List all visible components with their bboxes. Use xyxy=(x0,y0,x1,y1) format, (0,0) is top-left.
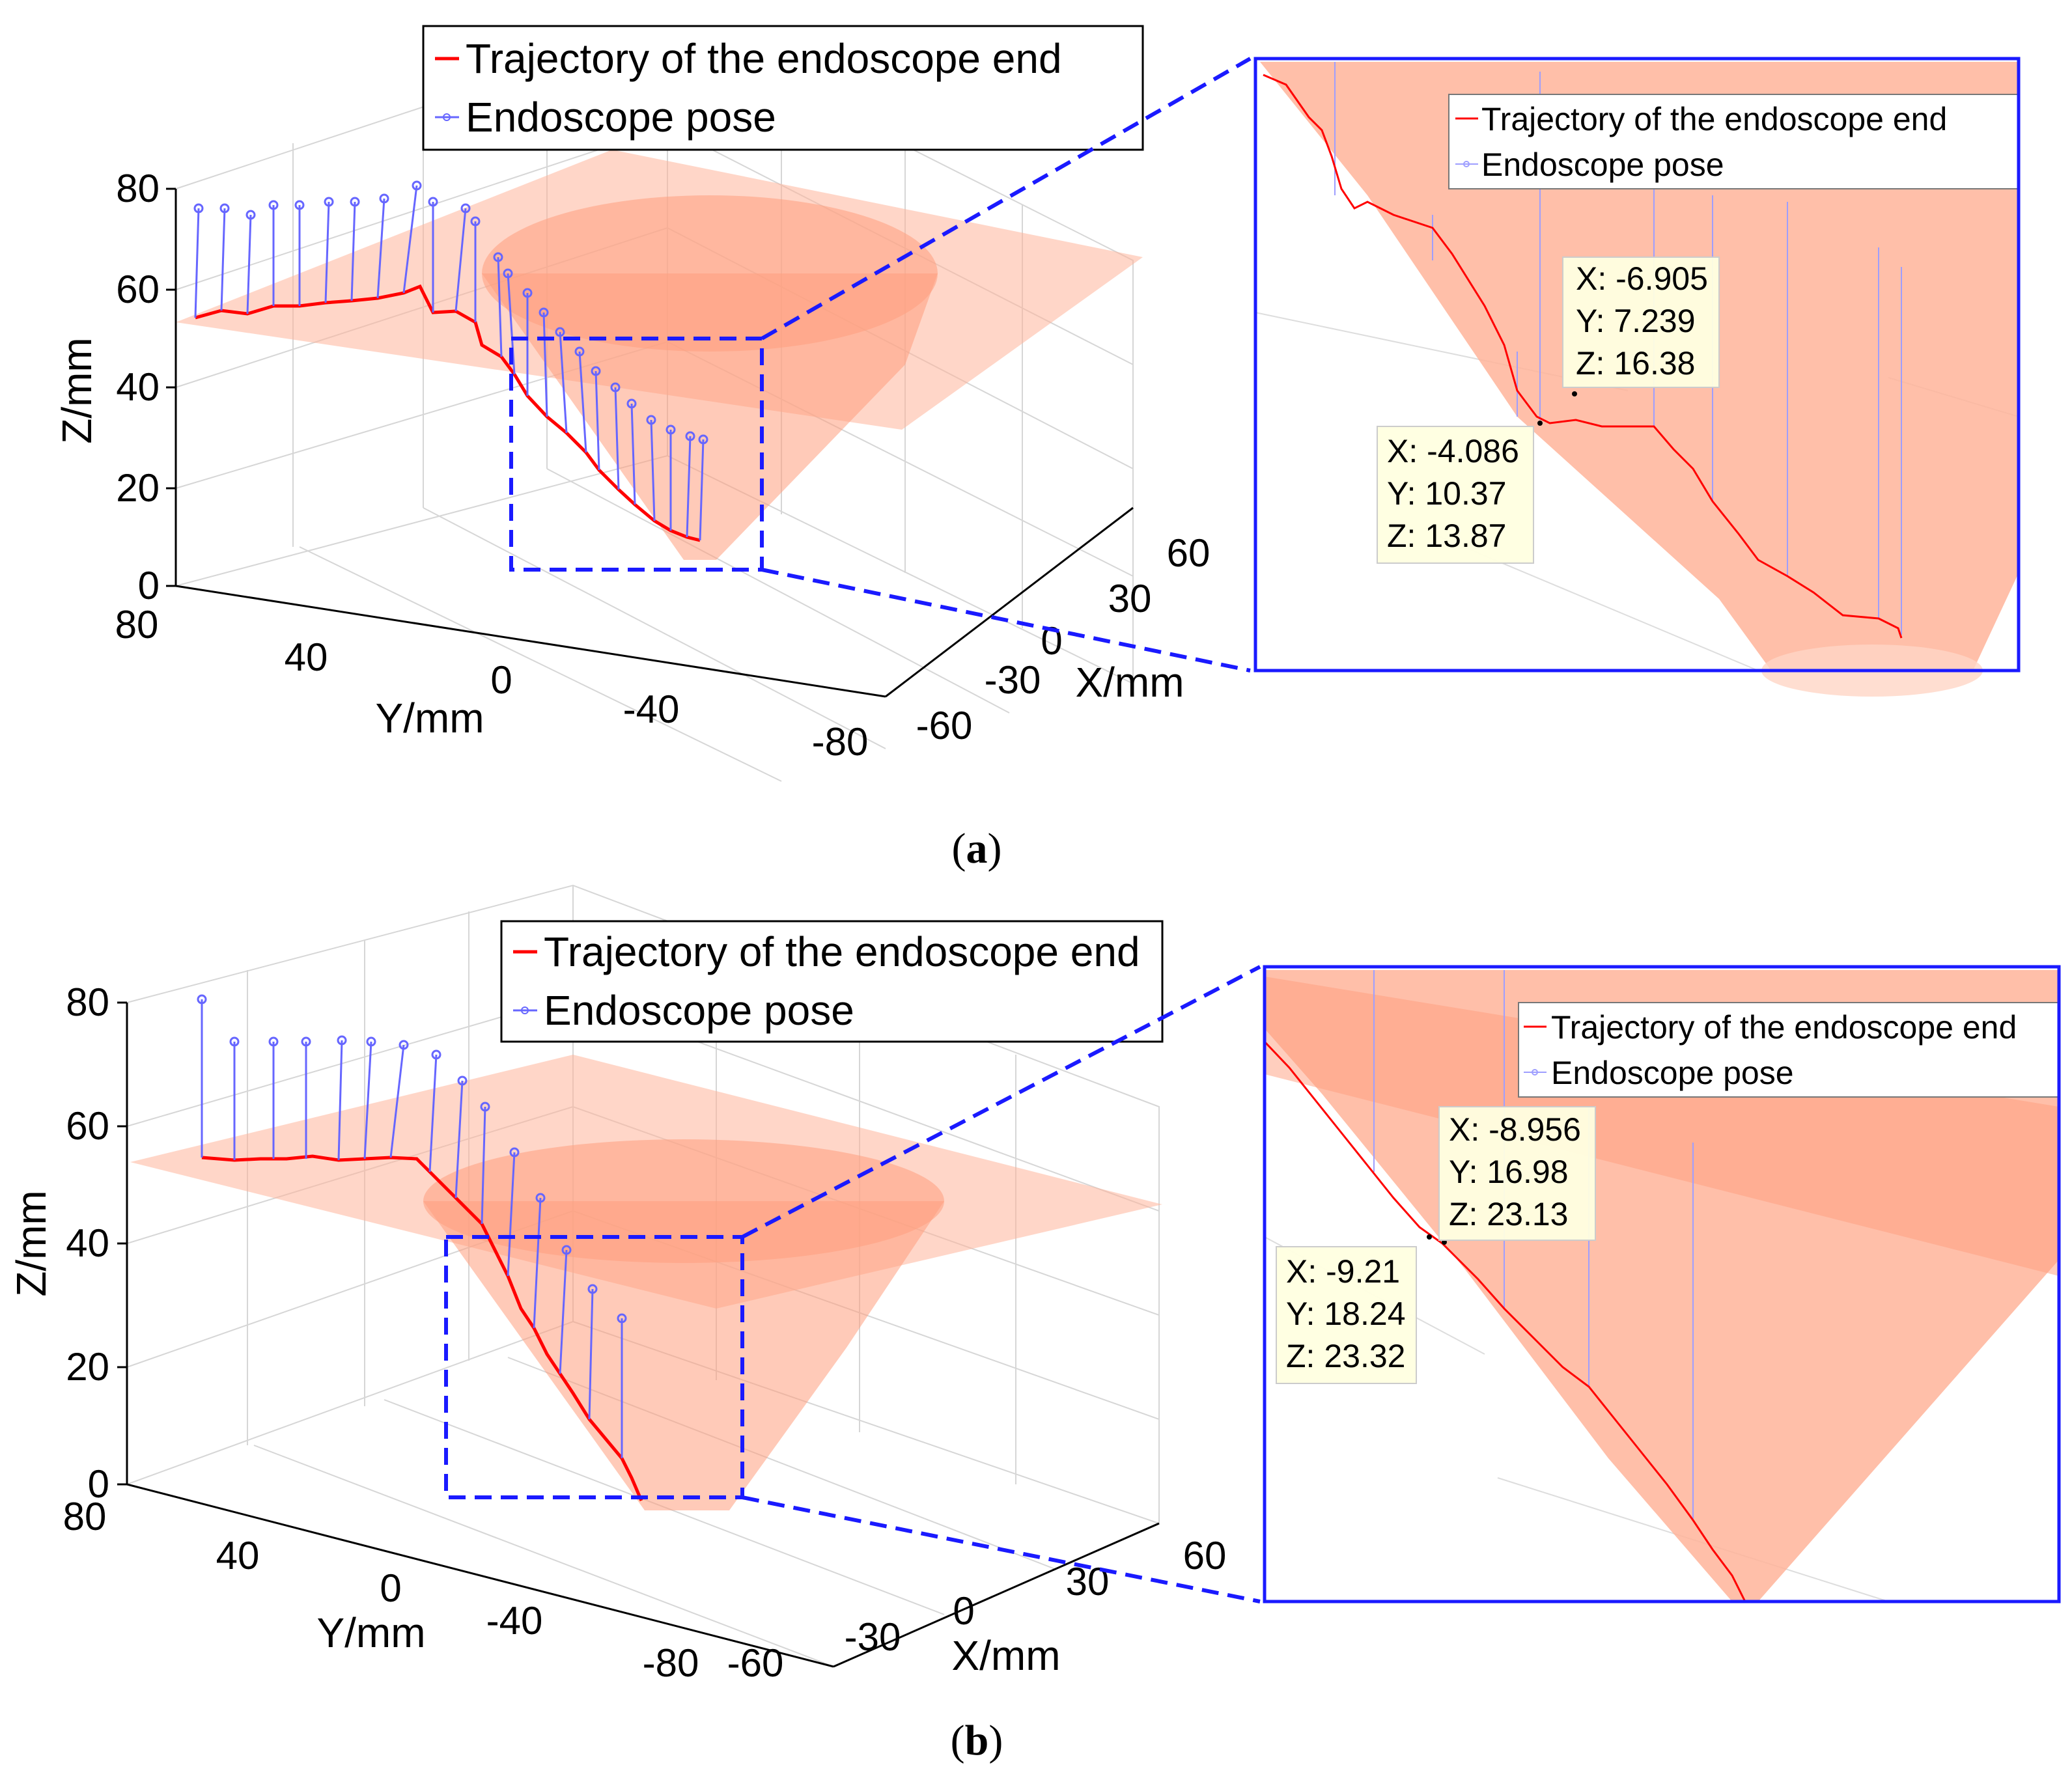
panel-a-zoom-legend-pose: Endoscope pose xyxy=(1481,146,1724,183)
panel-b-datatip-1: X: -8.956 Y: 16.98 Z: 23.13 xyxy=(1438,1106,1596,1241)
panel-a-trajectory-line xyxy=(195,284,701,542)
panel-a-zoom-connector xyxy=(761,568,1251,673)
panel-b-x-tick-label: 60 xyxy=(1183,1534,1227,1577)
panel-b-x-tick-label: -30 xyxy=(845,1615,901,1659)
svg-text:Y: 18.24: Y: 18.24 xyxy=(1286,1296,1406,1332)
panel-a-zoom-connector xyxy=(761,57,1252,340)
panel-a-x-tick-label: -60 xyxy=(916,704,973,747)
panel-b-cone xyxy=(423,1201,944,1510)
panel-a-zoom-inset: Trajectory of the endoscope end Endoscop… xyxy=(1253,57,2021,697)
panel-b-y-axis-label: Y/mm xyxy=(316,1609,425,1656)
svg-text:Z: 23.13: Z: 23.13 xyxy=(1449,1196,1568,1232)
panel-b-legend: Trajectory of the endoscope end Endoscop… xyxy=(500,920,1164,1043)
panel-b-x-tick-label: -60 xyxy=(727,1641,784,1685)
panel-b-zoom-region xyxy=(444,1235,744,1499)
panel-a-x-axis xyxy=(885,506,1134,698)
panel-b-x-axis xyxy=(833,1522,1160,1668)
panel-a-y-tick-label: 0 xyxy=(490,658,512,702)
svg-text:Z: 13.87: Z: 13.87 xyxy=(1387,518,1506,554)
panel-a-z-tick-label: 80 xyxy=(116,167,160,210)
panel-b-surfaces xyxy=(130,1055,1162,1510)
panel-a-zoom-legend-trajectory: Trajectory of the endoscope end xyxy=(1481,101,1947,137)
panel-b-zoom-legend: Trajectory of the endoscope end Endoscop… xyxy=(1518,1002,2060,1098)
panel-b-y-tick-label: 40 xyxy=(216,1534,260,1577)
panel-a-y-tick-label: 40 xyxy=(285,635,328,679)
panel-a-x-ticks: 60 30 0 -30 -60 xyxy=(916,531,1211,747)
panel-b-legend-trajectory: Trajectory of the endoscope end xyxy=(544,928,1140,975)
panel-a-y-tick-label: -40 xyxy=(623,687,680,731)
panel-a-zoom-trajectory xyxy=(1263,74,1903,639)
panel-b-z-tick-label: 0 xyxy=(88,1462,109,1506)
panel-b-label: (b) xyxy=(951,1717,1003,1764)
svg-text:X: -8.956: X: -8.956 xyxy=(1449,1111,1581,1148)
panel-b-endoscope-poses xyxy=(197,994,627,1458)
panel-a: 80 60 40 20 0 Z/mm 80 40 0 -40 -80 Y/mm … xyxy=(53,25,2021,872)
panel-a-x-tick-label: 0 xyxy=(1041,619,1062,663)
panel-a-z-tick-label: 40 xyxy=(116,365,160,409)
panel-b-z-ticks: 80 60 40 20 0 xyxy=(66,980,127,1506)
panel-a-zoom-region xyxy=(509,337,764,572)
panel-b-x-tick-label: 0 xyxy=(953,1589,974,1633)
panel-b-zoom-legend-trajectory: Trajectory of the endoscope end xyxy=(1551,1009,2017,1046)
panel-b: 80 60 40 20 0 Z/mm 80 40 0 -40 -80 Y/mm … xyxy=(8,884,2061,1764)
panel-b-zoom-trajectory xyxy=(1263,1040,1746,1602)
svg-text:Y: 16.98: Y: 16.98 xyxy=(1449,1154,1569,1190)
panel-b-y-ticks: 80 40 0 -40 -80 xyxy=(63,1495,699,1685)
panel-b-z-tick-label: 20 xyxy=(66,1345,109,1389)
panel-a-legend-pose: Endoscope pose xyxy=(466,94,776,141)
panel-a-y-tick-label: 80 xyxy=(115,603,159,646)
panel-a-x-tick-label: 60 xyxy=(1167,531,1211,575)
panel-b-zoom-band xyxy=(1265,977,2059,1276)
panel-b-y-tick-label: 0 xyxy=(380,1566,401,1610)
svg-text:Y: 10.37: Y: 10.37 xyxy=(1387,475,1507,512)
panel-a-z-tick-label: 60 xyxy=(116,268,160,311)
panel-b-z-tick-label: 60 xyxy=(66,1104,109,1148)
panel-a-legend-trajectory: Trajectory of the endoscope end xyxy=(466,35,1062,82)
panel-a-y-ticks: 80 40 0 -40 -80 xyxy=(115,603,869,764)
panel-a-z-tick-label: 20 xyxy=(116,466,160,510)
panel-b-x-ticks: 60 30 0 -30 -60 xyxy=(727,1534,1227,1685)
panel-a-label: (a) xyxy=(952,825,1002,872)
svg-text:Y: 7.239: Y: 7.239 xyxy=(1576,303,1696,339)
panel-b-zoom-connector xyxy=(742,1495,1261,1603)
panel-b-zoom-inset: Trajectory of the endoscope end Endoscop… xyxy=(1263,965,2061,1603)
panel-b-z-tick-label: 80 xyxy=(66,980,109,1024)
panel-b-zoom-connector xyxy=(741,965,1261,1239)
panel-b-z-axis-label: Z/mm xyxy=(8,1190,55,1297)
panel-a-x-axis-label: X/mm xyxy=(1075,659,1184,706)
panel-b-y-tick-label: -80 xyxy=(643,1641,699,1685)
panel-b-x-axis-label: X/mm xyxy=(951,1632,1060,1679)
panel-b-z-tick-label: 40 xyxy=(66,1221,109,1265)
panel-b-y-tick-label: -40 xyxy=(486,1599,543,1643)
panel-a-surfaces xyxy=(176,150,1143,560)
svg-text:Z: 16.38: Z: 16.38 xyxy=(1576,345,1695,382)
panel-a-cone xyxy=(482,273,938,560)
panel-a-y-axis-label: Y/mm xyxy=(375,695,484,742)
panel-a-zoom-legend: Trajectory of the endoscope end Endoscop… xyxy=(1448,94,2019,189)
panel-a-x-tick-label: -30 xyxy=(985,658,1041,702)
panel-a-datatip-2: X: -4.086 Y: 10.37 Z: 13.87 xyxy=(1377,426,1534,564)
svg-text:Z: 23.32: Z: 23.32 xyxy=(1286,1338,1405,1374)
panel-b-y-axis xyxy=(126,1483,834,1668)
panel-a-z-tick-label: 0 xyxy=(138,564,160,607)
panel-a-y-tick-label: -80 xyxy=(812,720,869,764)
panel-a-legend: Trajectory of the endoscope end Endoscop… xyxy=(422,25,1144,151)
panel-a-x-tick-label: 30 xyxy=(1108,577,1152,620)
panel-b-y-tick-label: 80 xyxy=(63,1495,107,1538)
panel-a-endoscope-poses xyxy=(193,180,708,541)
panel-b-datatip-2: X: -9.21 Y: 18.24 Z: 23.32 xyxy=(1276,1246,1417,1384)
panel-a-z-axis-label: Z/mm xyxy=(53,337,100,444)
svg-text:X: -9.21: X: -9.21 xyxy=(1286,1253,1400,1290)
panel-a-y-axis xyxy=(175,585,886,698)
panel-b-zoom-legend-pose: Endoscope pose xyxy=(1551,1055,1794,1091)
panel-a-z-ticks: 80 60 40 20 0 xyxy=(116,167,176,607)
panel-a-datatip-1: X: -6.905 Y: 7.239 Z: 16.38 xyxy=(1562,257,1720,388)
panel-b-legend-pose: Endoscope pose xyxy=(544,987,854,1034)
svg-text:X: -6.905: X: -6.905 xyxy=(1576,260,1708,297)
svg-text:X: -4.086: X: -4.086 xyxy=(1387,433,1519,469)
